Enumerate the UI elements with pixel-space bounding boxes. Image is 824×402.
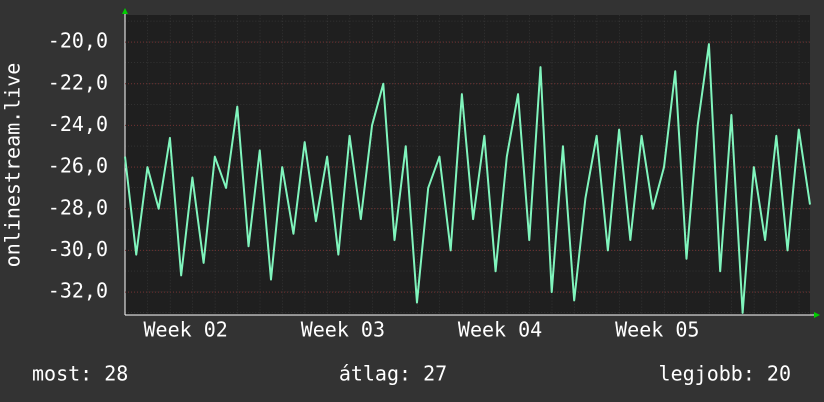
x-arrow (814, 312, 820, 318)
y-arrow (122, 8, 128, 14)
stat-current: most: 28 (32, 362, 128, 386)
x-tick-label: Week 04 (458, 318, 542, 342)
y-tick-label: -24,0 (48, 112, 108, 136)
y-axis-label: onlinestream.live (1, 63, 25, 268)
stat-best: legjobb: 20 (659, 362, 791, 386)
y-tick-label: -32,0 (48, 279, 108, 303)
x-tick-label: Week 03 (301, 318, 385, 342)
line (124, 43, 811, 314)
stat-average: átlag: 27 (339, 362, 447, 386)
y-tick-label: -30,0 (48, 237, 108, 261)
x-tick-label: Week 02 (143, 318, 227, 342)
y-tick-label: -28,0 (48, 195, 108, 219)
y-tick-label: -22,0 (48, 70, 108, 94)
y-tick-label: -20,0 (48, 29, 108, 53)
y-tick-label: -26,0 (48, 154, 108, 178)
x-tick-label: Week 05 (615, 318, 699, 342)
